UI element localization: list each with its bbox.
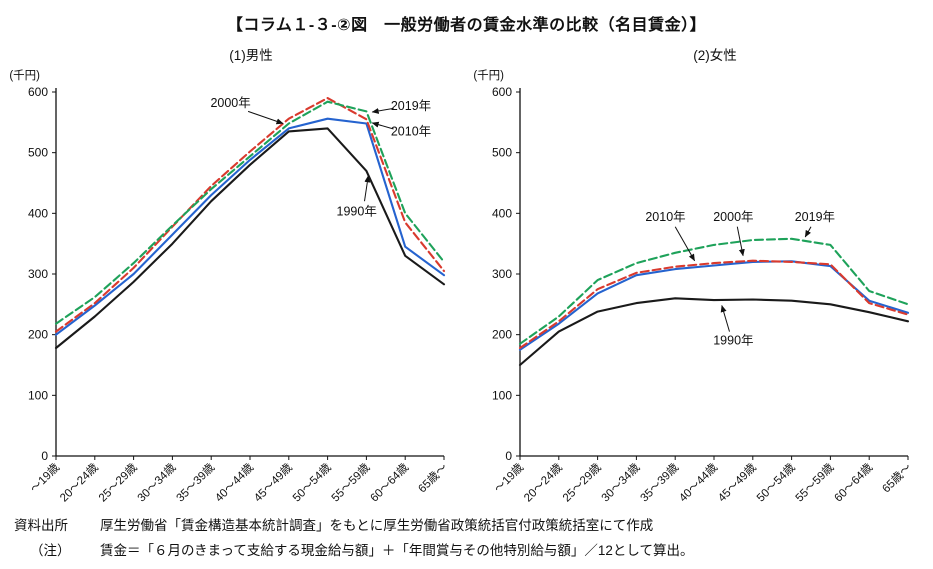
svg-text:40～44歳: 40～44歳 <box>677 461 721 505</box>
svg-text:～19歳: ～19歳 <box>28 461 63 496</box>
svg-text:2010年: 2010年 <box>645 210 685 224</box>
svg-text:35～39歳: 35～39歳 <box>638 461 682 505</box>
note-label: （注） <box>30 543 71 558</box>
svg-text:0: 0 <box>41 449 48 463</box>
chart-canvas-male: (千円) 0 100 200 300 400 500 600 ～19歳 20～24歳 25～29歳 3… <box>6 66 458 511</box>
svg-text:400: 400 <box>28 206 48 220</box>
source-label: 資料出所 <box>14 518 68 533</box>
svg-text:200: 200 <box>28 328 48 342</box>
svg-text:65歳～: 65歳～ <box>416 461 451 496</box>
note-text: 賃金＝「６月のきまって支給する現金給与額」＋「年間賞与その他特別給与額」／12と… <box>100 543 694 558</box>
chart-panel-female: (2)女性 (千円) 0 100 200 300 400 500 600 ～19歳 20～24歳 2… <box>470 46 926 511</box>
footnotes: 資料出所 厚生労働省「賃金構造基本統計調査」をもとに厚生労働省政策統括官付政策統… <box>14 513 924 563</box>
figure-title: 【コラム１-３-②図 一般労働者の賃金水準の比較（名目賃金）】 <box>226 17 707 34</box>
source-text: 厚生労働省「賃金構造基本統計調査」をもとに厚生労働省政策統括官付政策統括室にて作… <box>100 518 654 533</box>
svg-text:20～24歳: 20～24歳 <box>57 461 101 505</box>
svg-text:2000年: 2000年 <box>713 210 753 224</box>
svg-text:35～39歳: 35～39歳 <box>174 461 218 505</box>
svg-text:50～54歳: 50～54歳 <box>290 461 334 505</box>
line-chart-svg: (千円)0100200300400500600～19歳20～24歳25～29歳3… <box>9 69 451 505</box>
svg-text:100: 100 <box>28 388 48 402</box>
svg-text:(千円): (千円) <box>473 69 504 82</box>
svg-text:50～54歳: 50～54歳 <box>754 461 798 505</box>
svg-text:～19歳: ～19歳 <box>492 461 527 496</box>
svg-text:45～49歳: 45～49歳 <box>251 461 295 505</box>
svg-text:2019年: 2019年 <box>391 99 431 113</box>
svg-text:300: 300 <box>28 267 48 281</box>
svg-text:300: 300 <box>492 267 512 281</box>
svg-text:500: 500 <box>28 146 48 160</box>
svg-text:600: 600 <box>492 85 512 99</box>
svg-text:60～64歳: 60～64歳 <box>832 461 876 505</box>
svg-text:500: 500 <box>492 146 512 160</box>
line-chart-svg: (千円)0100200300400500600～19歳20～24歳25～29歳3… <box>473 69 915 505</box>
svg-text:25～29歳: 25～29歳 <box>96 461 140 505</box>
calc-note-row: （注） 賃金＝「６月のきまって支給する現金給与額」＋「年間賞与その他特別給与額」… <box>14 538 924 563</box>
svg-text:1990年: 1990年 <box>337 205 377 219</box>
svg-text:600: 600 <box>28 85 48 99</box>
chart-title-female: (2)女性 <box>693 48 737 63</box>
svg-text:25～29歳: 25～29歳 <box>560 461 604 505</box>
svg-text:2019年: 2019年 <box>795 210 835 224</box>
svg-text:200: 200 <box>492 328 512 342</box>
svg-text:1990年: 1990年 <box>713 334 753 348</box>
svg-text:30～34歳: 30～34歳 <box>135 461 179 505</box>
svg-text:20～24歳: 20～24歳 <box>521 461 565 505</box>
svg-text:(千円): (千円) <box>9 69 40 82</box>
svg-text:65歳～: 65歳～ <box>880 461 915 496</box>
svg-text:2010年: 2010年 <box>391 124 431 138</box>
source-note-row: 資料出所 厚生労働省「賃金構造基本統計調査」をもとに厚生労働省政策統括官付政策統… <box>14 513 924 538</box>
svg-text:100: 100 <box>492 388 512 402</box>
svg-text:400: 400 <box>492 206 512 220</box>
chart-canvas-female: (千円) 0 100 200 300 400 500 600 ～19歳 20～24歳 25～29歳 3… <box>470 66 922 511</box>
svg-text:60～64歳: 60～64歳 <box>368 461 412 505</box>
svg-text:55～59歳: 55～59歳 <box>329 461 373 505</box>
svg-text:30～34歳: 30～34歳 <box>599 461 643 505</box>
chart-panel-male: (1)男性 (千円) 0 100 200 300 400 500 600 ～19歳 20～24歳 2… <box>6 46 462 511</box>
svg-text:0: 0 <box>505 449 512 463</box>
chart-title-male: (1)男性 <box>229 48 273 63</box>
svg-text:40～44歳: 40～44歳 <box>213 461 257 505</box>
svg-text:2000年: 2000年 <box>210 96 250 110</box>
svg-text:45～49歳: 45～49歳 <box>715 461 759 505</box>
svg-text:55～59歳: 55～59歳 <box>793 461 837 505</box>
